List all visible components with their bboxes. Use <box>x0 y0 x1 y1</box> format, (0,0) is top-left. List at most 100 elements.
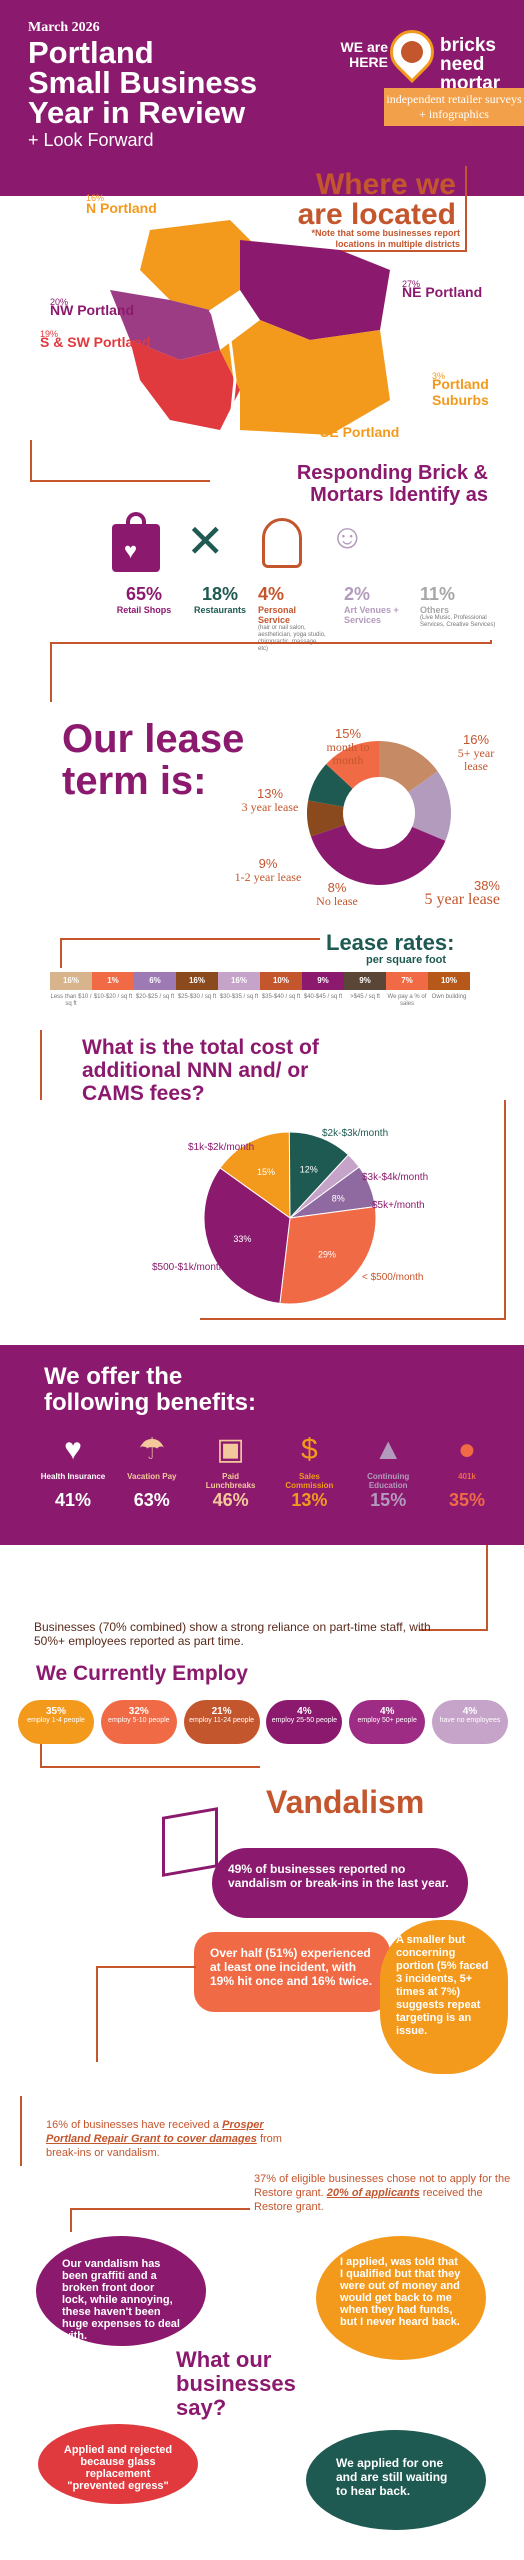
map-south-southwest <box>130 340 240 430</box>
grant-note-post: from break-ins or vandalism. <box>46 2133 282 2159</box>
locations-title-line-1: Where we <box>315 168 456 201</box>
we-are-here-text: WE are HERE <box>340 39 388 70</box>
nnn-label-500-1k: $500-$1k/month <box>152 1262 225 1273</box>
lease-label-3year: 13% 3 year lease <box>238 786 302 814</box>
benefit-commission: $ Sales Commission 13% <box>276 1432 342 1511</box>
lease-rate-segment: 6% <box>134 972 176 990</box>
pie-slice-label: 33% <box>233 1234 251 1244</box>
business-types-title-line-1: Responding Brick & <box>296 462 488 484</box>
lease-rate-label: $25-$30 / sq ft <box>177 994 217 1000</box>
lease-12year-pct: 9% <box>258 856 278 871</box>
employ-pct: 4% <box>297 1706 312 1717</box>
connector-line <box>420 1629 488 1631</box>
nnn-label-under-500: < $500/month <box>362 1272 424 1283</box>
district-suburbs-name: Portland Suburbs <box>432 376 489 408</box>
lease-label-month-to-month: 15% month to month <box>318 726 378 767</box>
over-half-bubble: Over half (51%) experienced at least one… <box>194 1932 390 2012</box>
lease-rate-label: Own building <box>431 994 467 1000</box>
connector-line <box>30 480 210 482</box>
lease-month-pct: 15% <box>334 726 362 741</box>
map-northeast <box>240 240 390 340</box>
pie-slice <box>288 1131 350 1220</box>
lease-label-5plus: 16% 5+ year lease <box>446 732 506 773</box>
employ-label: employ 11-24 people <box>189 1717 255 1724</box>
benefit-education: ▲ Continuing Education 15% <box>355 1432 421 1511</box>
donut-segment <box>326 741 379 789</box>
nnn-label-5k: $5k+/month <box>372 1200 425 1211</box>
district-ssw-name: S & SW Portland <box>40 334 151 350</box>
lease-month-label: month to month <box>326 740 370 767</box>
benefit-lunch: ▣ Paid Lunchbreaks 46% <box>198 1432 264 1511</box>
district-suburbs-pct: 3% <box>432 371 446 381</box>
benefits-title-line-1: We offer the <box>44 1363 183 1390</box>
district-n-name: N Portland <box>86 200 157 216</box>
district-se-name: SE Portland <box>320 424 400 440</box>
lease-term-title: Our lease term is: <box>62 718 244 802</box>
restaurants-label: Restaurants <box>193 605 247 615</box>
title-line-3: Year in Review <box>28 95 246 130</box>
map-north <box>140 220 260 310</box>
connector-line <box>200 1318 506 1320</box>
lease-rate-label: $30-$35 / sq ft <box>219 994 259 1000</box>
business-type-others: 11% Others (Live Music, Professional Ser… <box>420 584 504 629</box>
lease-none-pct: 8% <box>327 880 347 895</box>
restore-note-post: received the Restore grant. <box>254 2187 483 2213</box>
personal-service-label: Personal Service <box>258 605 297 625</box>
benefit-401k: ● 401k 35% <box>434 1432 500 1511</box>
art-pct: 2% <box>344 584 371 604</box>
benefits-list: ♥ Health Insurance 41% ☂ Vacation Pay 63… <box>40 1432 500 1511</box>
haircut-icon <box>262 518 302 568</box>
lease-rate-segment: 1% <box>92 972 134 990</box>
connector-line <box>20 2096 22 2166</box>
quote-bubble-2: I applied, was told that I qualified but… <box>316 2236 486 2360</box>
lease-rate-label: We pay a % of sales <box>387 994 427 1007</box>
connector-line <box>40 1744 42 1768</box>
connector-line <box>504 1100 506 1320</box>
lease-rates-labels: Less than $10 / sq ft $10-$20 / sq ft $20-… <box>50 994 470 1008</box>
vandalism-title: Vandalism <box>266 1784 425 1820</box>
brand-name: bricks need mortar <box>440 35 501 94</box>
district-nw-name: NW Portland <box>50 302 134 318</box>
district-n-pct: 16% <box>86 193 105 203</box>
benefit-health: ♥ Health Insurance 41% <box>40 1432 106 1511</box>
lease-none-label: No lease <box>316 894 358 908</box>
retail-label: Retail Shops <box>116 605 172 615</box>
lease-rate-label: $20-$25 / sq ft <box>135 994 175 1000</box>
lease-label-1-2year: 9% 1-2 year lease <box>230 856 306 884</box>
employ-pill: 32% employ 5-10 people <box>100 1700 177 1744</box>
nnn-label-3k-4k: $3k-$4k/month <box>362 1172 429 1183</box>
benefits-section <box>0 1345 524 1545</box>
others-pct: 11% <box>420 584 456 604</box>
benefits-title: We offer the following benefits: <box>44 1364 256 1416</box>
lease-rates-bar: 16% 1% 6% 16% 16% 10% 9% 9% 7% 10% <box>50 972 470 990</box>
pie-slice-label: 12% <box>300 1165 318 1175</box>
employ-pill: 4% employ 25-50 people <box>266 1700 343 1744</box>
lease-3year-pct: 13% <box>256 786 284 801</box>
lease-label-no-lease: 8% No lease <box>312 880 362 908</box>
lease-term-title-line-2: term is: <box>62 759 207 803</box>
say-title-line-2: businesses <box>176 2371 296 2396</box>
employ-list: 35% employ 1-4 people 32% employ 5-10 peopl… <box>18 1700 508 1744</box>
benefit-lunch-pct: 46% <box>212 1490 249 1510</box>
map-southeast <box>220 320 390 435</box>
employ-label: employ 1-4 people <box>27 1717 85 1724</box>
benefit-health-label: Health Insurance <box>40 1472 106 1481</box>
quote-bubble-1: Our vandalism has been graffiti and a br… <box>36 2236 206 2346</box>
employ-pct: 4% <box>379 1706 395 1717</box>
lease-rate-label: $40-$45 / sq ft <box>303 994 343 1000</box>
connector-line <box>40 1766 260 1768</box>
lease-rate-segment: 10% <box>260 972 302 990</box>
map-river <box>208 309 237 431</box>
benefit-vacation-pct: 63% <box>133 1490 170 1510</box>
benefits-title-line-2: following benefits: <box>44 1389 256 1416</box>
say-title-line-1: What our <box>176 2347 272 2372</box>
nnn-title-line-2: additional NNN and/ or <box>82 1059 309 1082</box>
restore-note-em: 20% of applicants <box>326 2187 420 2199</box>
employ-pct: 35% <box>45 1706 66 1717</box>
donut-segment <box>310 824 446 885</box>
connector-line <box>60 938 62 968</box>
connector-line <box>50 642 52 702</box>
connector-line <box>70 2208 250 2210</box>
benefit-health-pct: 41% <box>54 1490 92 1510</box>
connector-line <box>60 938 320 940</box>
